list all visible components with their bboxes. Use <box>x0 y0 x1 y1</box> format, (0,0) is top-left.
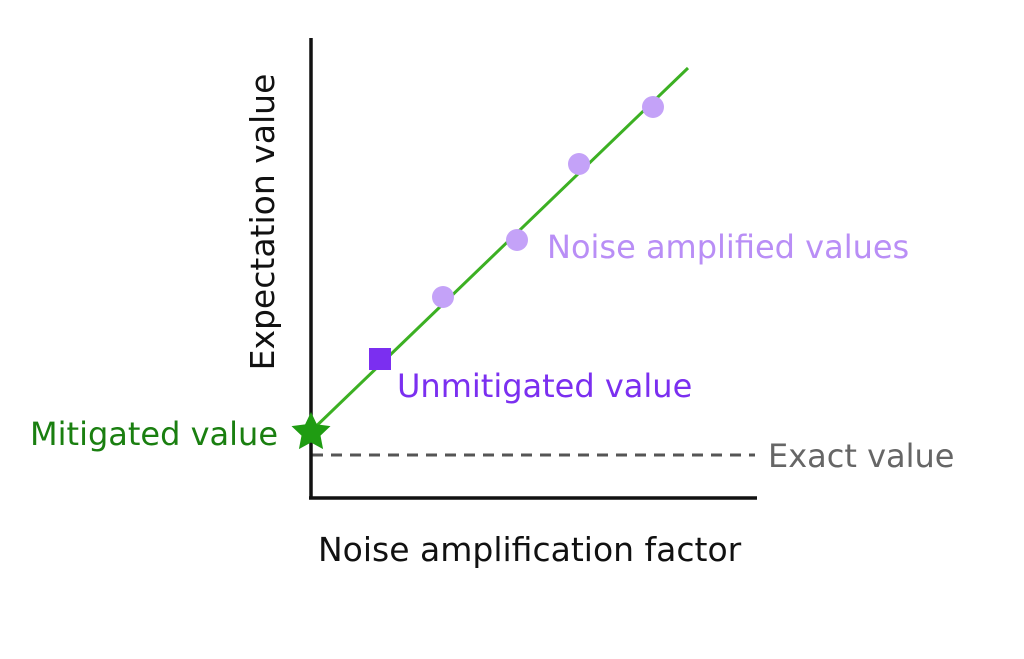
unmitigated-marker <box>369 348 391 370</box>
noise-amplified-label: Noise amplified values <box>547 228 909 266</box>
fit-line <box>304 66 690 438</box>
mitigated-label: Mitigated value <box>30 415 278 453</box>
exact-label: Exact value <box>768 437 954 475</box>
unmitigated-label: Unmitigated value <box>397 367 692 405</box>
mitigated-star-icon <box>291 412 331 450</box>
noise-amplified-point <box>642 96 664 118</box>
y-axis-label: Expectation value <box>243 74 282 371</box>
noise-amplified-point <box>432 286 454 308</box>
x-axis-label: Noise amplification factor <box>318 530 742 569</box>
noise-amplified-point <box>506 229 528 251</box>
noise-amplified-point <box>568 153 590 175</box>
